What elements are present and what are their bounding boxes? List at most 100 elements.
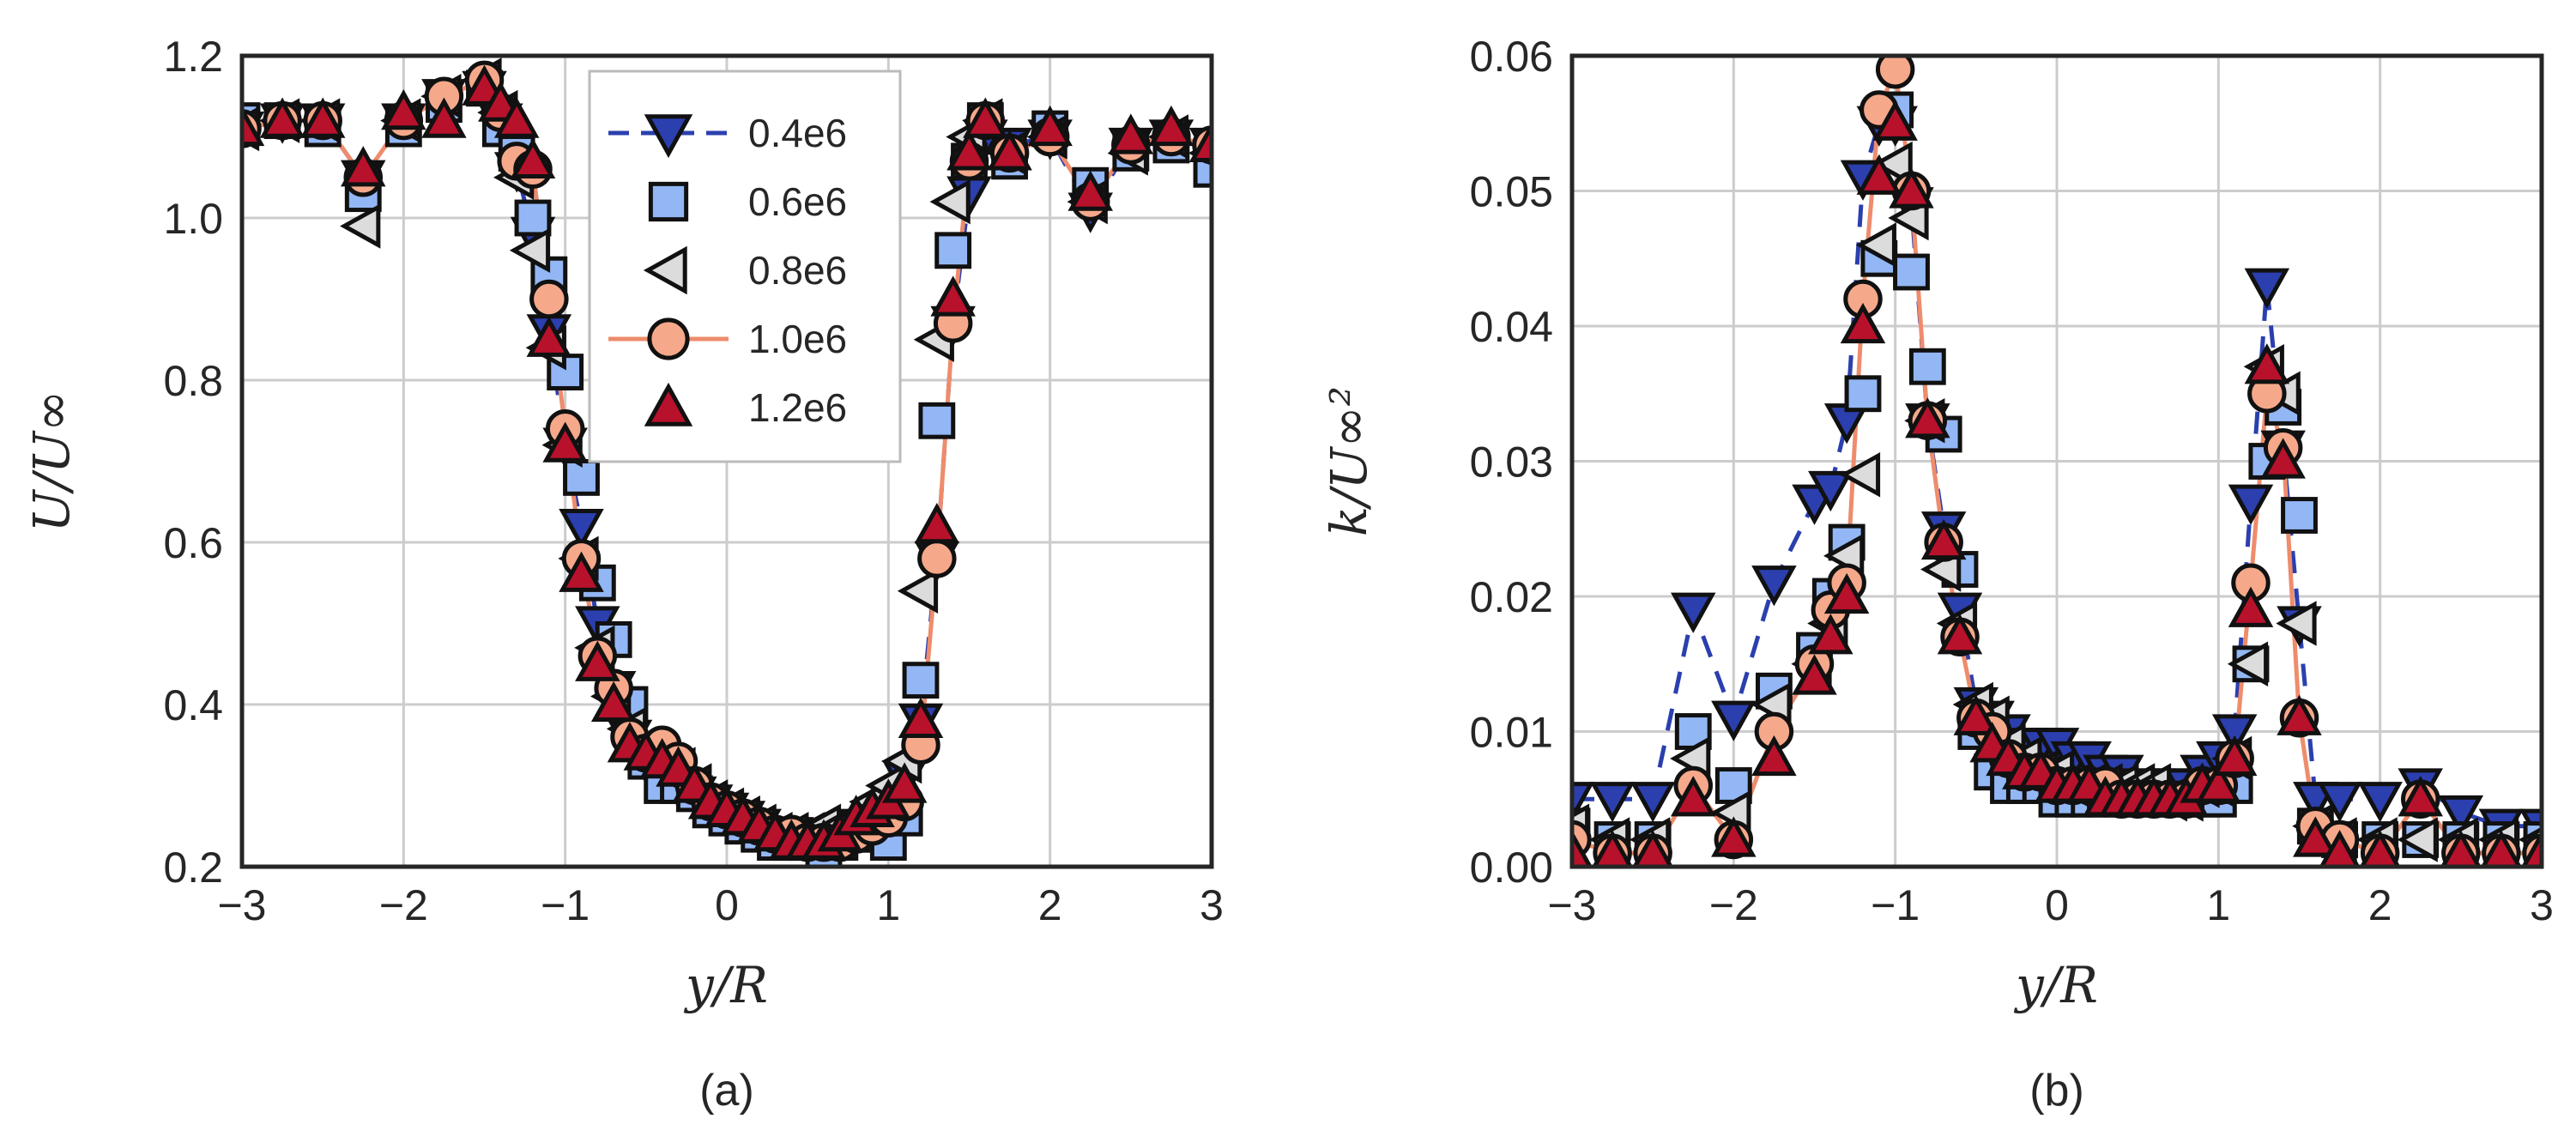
- series-layer: [1572, 56, 2542, 867]
- legend-label: 1.2e6: [748, 385, 847, 430]
- y-tick-label: 0.04: [1470, 303, 1553, 351]
- data-point-1.2e6: [1905, 397, 1950, 438]
- data-point-0.4e6: [2438, 795, 2484, 837]
- data-point-0.8e6: [2276, 601, 2317, 646]
- plot-frame: [239, 53, 1214, 869]
- legend-marker-1.0e6: [647, 318, 690, 360]
- y-tick-label: 0.2: [163, 844, 223, 892]
- data-point-0.6e6: [902, 662, 940, 699]
- data-point-1.2e6: [1188, 121, 1212, 163]
- x-tick-label: −1: [1871, 881, 1920, 929]
- x-tick-label: −1: [541, 881, 590, 929]
- data-point-1.2e6: [987, 130, 1032, 171]
- y-tick-label: 0.03: [1470, 438, 1553, 487]
- x-tick-label: 3: [2530, 881, 2554, 929]
- data-point-0.4e6: [1630, 782, 1676, 823]
- x-axis-label: y/R: [2013, 956, 2098, 1014]
- data-point-1.2e6: [542, 421, 588, 463]
- data-point-1.2e6: [930, 275, 976, 317]
- data-point-0.4e6: [1671, 592, 1716, 633]
- panel-label: (b): [2029, 1066, 2084, 1116]
- x-tick-label: 1: [2206, 881, 2230, 929]
- data-point-0.4e6: [1751, 565, 1797, 607]
- data-point-0.8e6: [509, 227, 551, 274]
- data-point-1.2e6: [898, 697, 944, 738]
- legend-marker-0.4e6: [644, 114, 693, 159]
- legend-box: [588, 70, 902, 463]
- y-tick-label: 0.01: [1470, 709, 1553, 757]
- data-point-1.2e6: [1856, 154, 1902, 195]
- data-point-0.8e6: [1855, 222, 1896, 268]
- x-tick-label: −2: [379, 881, 428, 929]
- y-tick-label: 0.06: [1470, 33, 1553, 81]
- data-point-1.2e6: [2319, 830, 2361, 867]
- data-point-1.2e6: [2228, 586, 2274, 627]
- data-point-0.8e6: [2227, 641, 2269, 686]
- data-point-0.8e6: [1872, 141, 1913, 187]
- data-point-1.2e6: [2260, 438, 2306, 479]
- data-point-0.8e6: [340, 203, 381, 249]
- data-point-1.2e6: [1067, 170, 1113, 211]
- series-layer: [242, 57, 1212, 867]
- legend-label: 1.0e6: [748, 317, 847, 361]
- legend-marker-1.2e6: [644, 382, 693, 426]
- data-point-1.2e6: [299, 97, 346, 138]
- data-point-1.0e6: [1875, 56, 1915, 89]
- legend-label: 0.8e6: [748, 248, 847, 293]
- data-point-0.4e6: [1711, 700, 1757, 741]
- data-point-1.2e6: [1751, 735, 1797, 777]
- data-point-0.8e6: [1839, 452, 1881, 498]
- y-axis-label: k/U∞²: [1320, 386, 1378, 536]
- x-tick-label: −3: [1547, 881, 1596, 929]
- data-point-1.2e6: [242, 105, 265, 147]
- legend-label: 0.4e6: [748, 111, 847, 155]
- x-tick-label: 2: [1038, 881, 1062, 929]
- data-point-1.2e6: [510, 137, 556, 178]
- data-point-1.2e6: [259, 97, 305, 138]
- data-point-0.6e6: [1844, 375, 1882, 413]
- data-point-1.2e6: [1711, 816, 1757, 857]
- data-point-1.2e6: [575, 640, 620, 681]
- y-axis-label: U/U∞: [22, 390, 81, 533]
- y-tick-label: 1.0: [163, 195, 223, 243]
- data-point-1.2e6: [1920, 518, 1967, 560]
- data-point-1.2e6: [914, 502, 960, 544]
- data-point-1.0e6: [529, 279, 569, 319]
- data-point-1.2e6: [2359, 830, 2401, 867]
- data-point-1.2e6: [2244, 343, 2290, 384]
- data-point-1.2e6: [1792, 654, 1837, 695]
- x-tick-label: −2: [1709, 881, 1758, 929]
- x-tick-label: 3: [1200, 881, 1224, 929]
- data-point-1.2e6: [2293, 816, 2338, 857]
- y-tick-label: 1.2: [163, 33, 223, 81]
- data-point-1.2e6: [493, 97, 540, 138]
- data-point-1.2e6: [341, 146, 386, 187]
- data-point-1.2e6: [421, 97, 467, 138]
- data-point-1.2e6: [1840, 302, 1886, 344]
- y-tick-label: 0.02: [1470, 573, 1553, 621]
- data-point-1.2e6: [381, 89, 426, 130]
- data-point-1.2e6: [2481, 830, 2522, 867]
- data-point-1.2e6: [1632, 830, 1673, 867]
- data-point-1.2e6: [1148, 105, 1194, 147]
- y-tick-label: 0.6: [163, 519, 223, 567]
- data-point-1.2e6: [1937, 614, 1983, 655]
- data-point-0.6e6: [2281, 497, 2318, 534]
- data-point-0.6e6: [918, 402, 956, 439]
- data-point-1.2e6: [2277, 694, 2322, 735]
- x-axis-label: y/R: [683, 956, 768, 1014]
- panel-label: (a): [699, 1066, 754, 1116]
- data-point-1.2e6: [963, 97, 1008, 138]
- data-point-1.2e6: [1872, 100, 1918, 141]
- data-point-1.2e6: [1823, 572, 1870, 614]
- y-tick-label: 0.05: [1470, 168, 1553, 216]
- legend-marker-0.8e6: [643, 245, 687, 295]
- data-point-0.4e6: [1589, 782, 1636, 823]
- data-point-1.2e6: [1808, 614, 1853, 655]
- data-point-1.2e6: [2521, 830, 2542, 867]
- x-tick-label: −3: [217, 881, 266, 929]
- data-point-0.4e6: [559, 509, 604, 550]
- data-point-0.4e6: [2228, 484, 2274, 525]
- data-point-1.2e6: [2211, 735, 2258, 777]
